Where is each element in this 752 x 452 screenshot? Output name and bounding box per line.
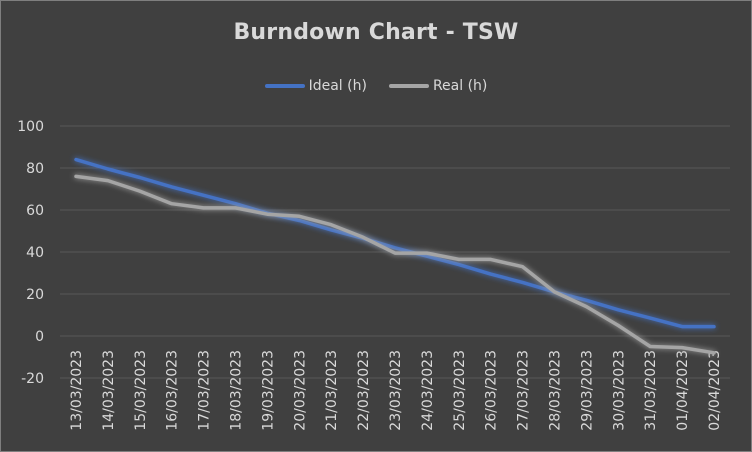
- x-tick-label: 13/03/2023: [69, 350, 85, 431]
- x-tick-label: 01/04/2023: [675, 350, 691, 431]
- legend-item-real: Real (h): [388, 78, 488, 94]
- x-tick-label: 28/03/2023: [548, 350, 564, 431]
- x-tick-label: 17/03/2023: [197, 350, 213, 431]
- x-tick-label: 15/03/2023: [133, 350, 149, 431]
- y-tick-label: 0: [35, 329, 44, 345]
- x-tick-label: 18/03/2023: [228, 350, 244, 431]
- x-tick-label: 31/03/2023: [643, 350, 659, 431]
- series-line-ideal: [74, 157, 716, 329]
- chart-legend: Ideal (h) Real (h): [0, 74, 752, 98]
- x-tick-label: 22/03/2023: [356, 350, 372, 431]
- legend-item-ideal: Ideal (h): [264, 78, 367, 94]
- series-line-real: [74, 174, 716, 355]
- x-tick-label: 16/03/2023: [165, 350, 181, 431]
- legend-label-real: Real (h): [432, 78, 488, 94]
- y-tick-label: 100: [17, 119, 44, 135]
- legend-label-ideal: Ideal (h): [308, 78, 367, 94]
- x-tick-label: 02/04/2023: [707, 350, 723, 431]
- y-tick-label: 60: [26, 203, 44, 219]
- x-tick-label: 24/03/2023: [420, 350, 436, 431]
- x-tick-label: 30/03/2023: [611, 350, 627, 431]
- x-tick-label: 23/03/2023: [388, 350, 404, 431]
- legend-swatch-ideal: [264, 84, 305, 88]
- x-tick-label: 29/03/2023: [579, 350, 595, 431]
- y-tick-label: 20: [26, 287, 44, 303]
- x-tick-label: 21/03/2023: [324, 350, 340, 431]
- x-tick-label: 19/03/2023: [260, 350, 276, 431]
- x-tick-label: 25/03/2023: [452, 350, 468, 431]
- y-tick-label: 80: [26, 161, 44, 177]
- x-tick-label: 27/03/2023: [516, 350, 532, 431]
- y-tick-label: -20: [21, 371, 44, 387]
- chart-title: Burndown Chart - TSW: [233, 20, 519, 45]
- legend-swatch-real: [388, 84, 429, 88]
- x-tick-label: 20/03/2023: [292, 350, 308, 431]
- x-tick-label: 26/03/2023: [484, 350, 500, 431]
- y-tick-label: 40: [26, 245, 44, 261]
- x-tick-label: 14/03/2023: [101, 350, 117, 431]
